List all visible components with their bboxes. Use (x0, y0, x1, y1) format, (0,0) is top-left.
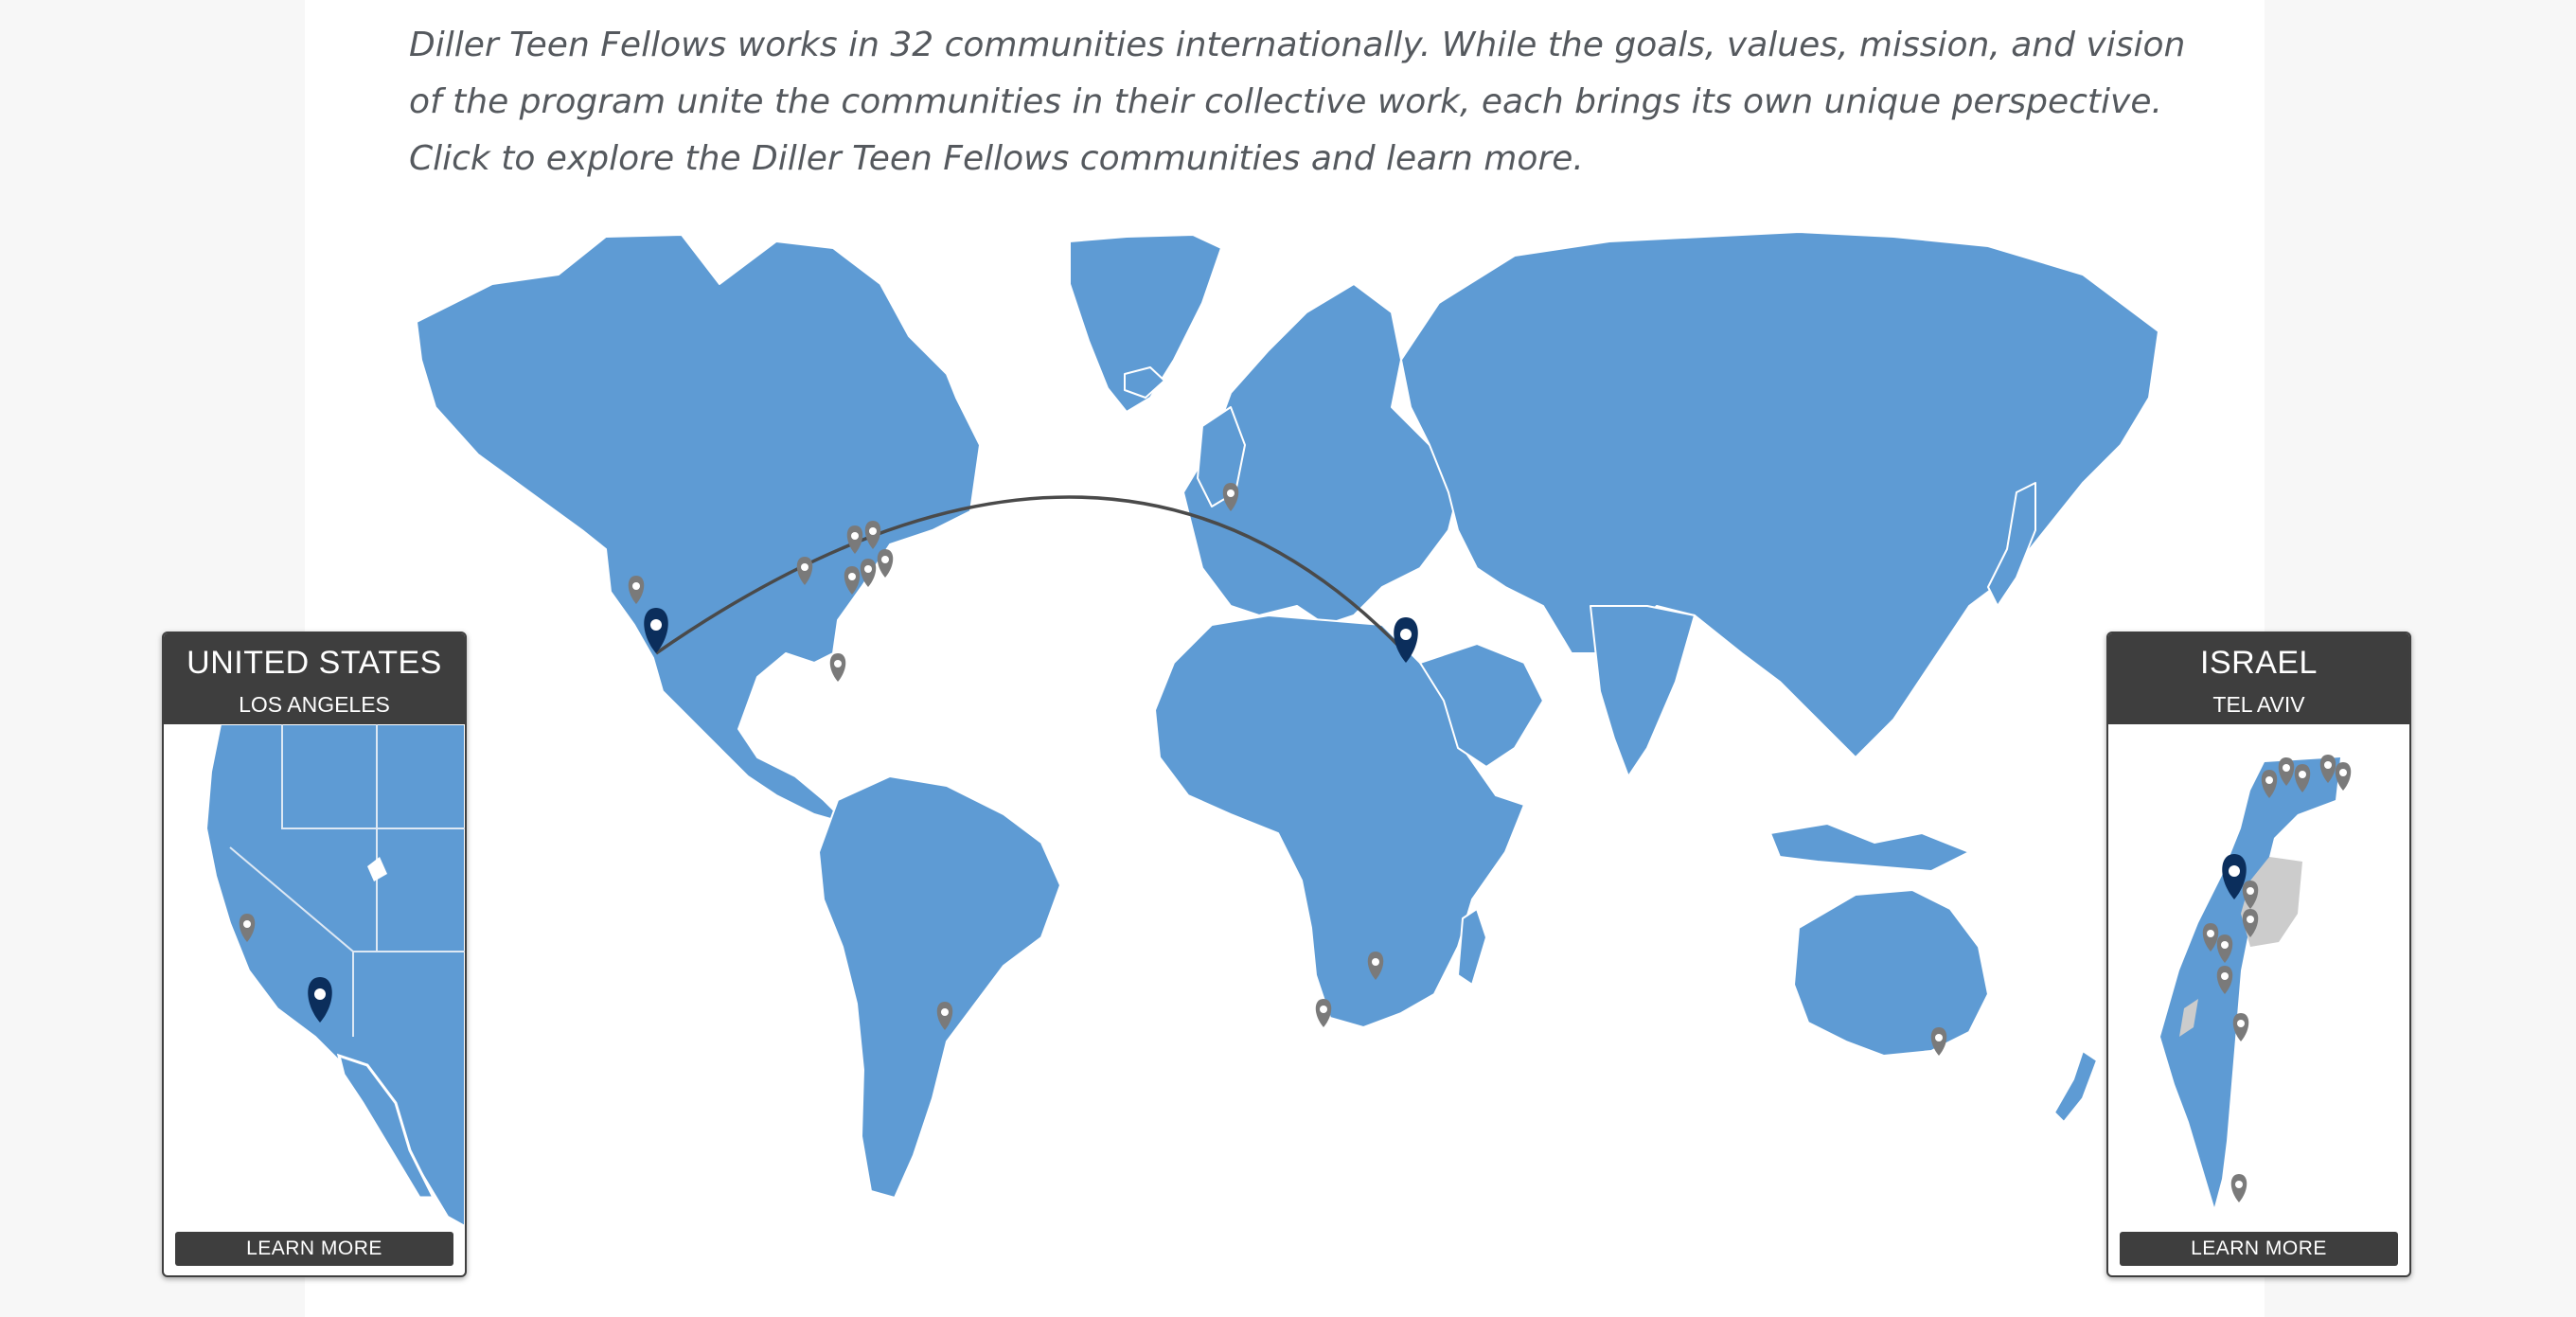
map-pin-icon[interactable] (628, 576, 645, 604)
intro-text: Diller Teen Fellows works in 32 communit… (409, 26, 2186, 178)
selected-map-pin-icon[interactable] (644, 608, 668, 653)
card-header: UNITED STATES LOS ANGELES (164, 633, 465, 724)
map-pin-icon[interactable] (2232, 1013, 2249, 1041)
map-pin-icon[interactable] (844, 566, 861, 595)
map-pin-icon[interactable] (1930, 1027, 1947, 1056)
selected-map-pin-icon[interactable] (2222, 854, 2247, 899)
map-pin-icon[interactable] (864, 521, 881, 549)
card-city: TEL AVIV (2212, 692, 2305, 717)
map-pin-icon[interactable] (2294, 764, 2311, 792)
map-pin-icon[interactable] (1367, 952, 1384, 980)
map-pin-icon[interactable] (846, 525, 863, 554)
map-pin-icon[interactable] (2202, 923, 2219, 952)
selected-map-pin-icon[interactable] (308, 977, 332, 1023)
map-pin-icon[interactable] (2319, 755, 2336, 783)
map-pin-icon[interactable] (2216, 966, 2233, 994)
map-pin-icon[interactable] (1222, 483, 1239, 511)
selected-map-pin-icon[interactable] (1394, 617, 1418, 663)
map-pin-icon[interactable] (2242, 881, 2259, 909)
map-pin-icon[interactable] (936, 1002, 953, 1030)
learn-more-button[interactable]: LEARN MORE (2120, 1232, 2398, 1266)
route-arc (655, 495, 1408, 655)
learn-more-button[interactable]: LEARN MORE (175, 1232, 453, 1266)
map-pin-icon[interactable] (860, 559, 877, 587)
map-pin-icon[interactable] (2335, 762, 2352, 791)
card-city: LOS ANGELES (239, 692, 390, 717)
map-pin-icon[interactable] (2261, 770, 2278, 798)
card-header: ISRAEL TEL AVIV (2108, 633, 2409, 724)
map-pin-icon[interactable] (877, 549, 894, 578)
destination-region-map (2108, 724, 2409, 1226)
card-country: UNITED STATES (187, 645, 442, 681)
map-pin-icon[interactable] (829, 653, 846, 682)
map-pin-icon[interactable] (2242, 909, 2259, 937)
card-country: ISRAEL (2200, 645, 2318, 681)
map-pin-icon[interactable] (239, 914, 256, 942)
map-pin-icon[interactable] (1315, 999, 1332, 1027)
map-pin-icon[interactable] (796, 557, 813, 585)
destination-community-card[interactable]: ISRAEL TEL AVIV LEARN MORE (2106, 632, 2411, 1277)
map-pin-icon[interactable] (2216, 934, 2233, 963)
map-pin-icon[interactable] (2230, 1174, 2247, 1202)
origin-region-map (164, 724, 465, 1226)
map-pin-icon[interactable] (2278, 757, 2295, 786)
community-pins[interactable] (628, 483, 1947, 1056)
origin-community-card[interactable]: UNITED STATES LOS ANGELES LEARN MORE (162, 632, 467, 1277)
map-landmasses (416, 231, 2159, 1199)
